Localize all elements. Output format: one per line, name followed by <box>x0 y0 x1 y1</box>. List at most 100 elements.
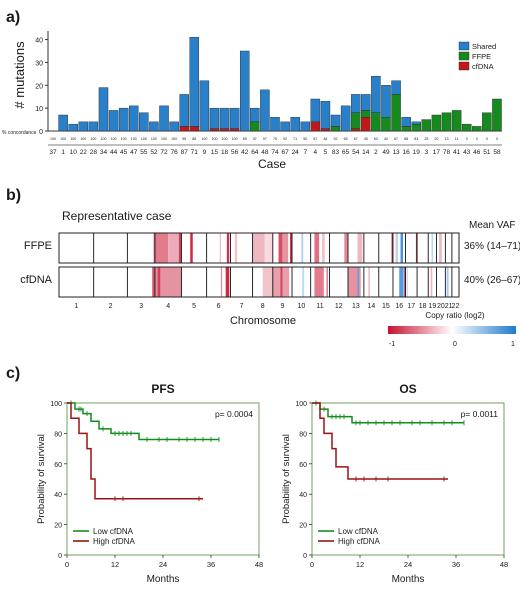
a-x-tick-label: 15 <box>211 149 219 156</box>
a-bar-ffpe-49 <box>381 117 391 132</box>
c-pfs-y-tick-label: 60 <box>54 462 62 469</box>
b-segment-ffpe <box>252 233 265 263</box>
c-pfs-curve-high-cfdna <box>67 402 203 500</box>
a-bar-ffpe-2 <box>371 112 381 132</box>
b-colorbar-min: -1 <box>389 341 395 348</box>
c-os-y-tick-label: 40 <box>299 492 307 499</box>
c-pfs-x-tick-label: 12 <box>111 560 119 569</box>
a-concordance-value: 100 <box>70 137 76 141</box>
a-x-tick-label: 41 <box>453 149 461 156</box>
c-pfs-pvalue: p= 0.0004 <box>215 409 253 419</box>
b-colorbar-gradient <box>388 326 516 334</box>
a-bar-ffpe-51 <box>482 112 492 132</box>
c-pfs-curve-low-cfdna <box>67 402 219 441</box>
a-bar-shared-24 <box>290 117 300 132</box>
b-chromosome-label: 17 <box>407 303 415 310</box>
a-x-tick-label: 5 <box>324 149 328 156</box>
a-bar-shared-64 <box>250 107 260 123</box>
c-pfs-title: PFS <box>151 382 174 396</box>
a-concordance-value: 89 <box>243 137 247 141</box>
a-bar-cfdna-4 <box>310 121 321 132</box>
a-bar-shared-2 <box>371 75 381 113</box>
a-x-tick-labels: 37 1 10 22 28 34 44 45 47 55 52 72 76 87 71 9 15 18 56 42 64… <box>49 149 501 156</box>
a-bar-shared-19 <box>411 121 421 125</box>
b-x-axis-label: Chromosome <box>230 315 296 327</box>
a-bar-ffpe-14 <box>361 110 371 118</box>
a-x-tick-label: 45 <box>120 149 128 156</box>
c-pfs-y-tick-label: 40 <box>54 492 62 499</box>
a-bar-shared-72 <box>159 105 169 132</box>
a-concordance-value: 100 <box>60 137 66 141</box>
c-os-x-axis-label: Months <box>392 574 425 585</box>
b-segment-cfdna <box>446 267 449 297</box>
a-bar-cfdna-71 <box>189 126 200 132</box>
b-track-border-ffpe <box>58 232 460 264</box>
a-legend-label-shared: Shared <box>472 42 496 51</box>
a-x-tick-label: 1 <box>61 149 65 156</box>
c-os-y-tick-label: 0 <box>303 553 307 560</box>
a-concordance-value: 97 <box>253 137 257 141</box>
panel-a-letter: a) <box>6 9 20 26</box>
a-bar-shared-74 <box>270 117 280 132</box>
b-segment-ffpe <box>226 233 230 263</box>
c-os-title: OS <box>399 382 416 396</box>
a-x-tick-label: 9 <box>203 149 207 156</box>
a-concordance-value: 20 <box>434 137 438 141</box>
a-x-tick-label: 10 <box>70 149 78 156</box>
a-bar-shared-7 <box>300 121 311 132</box>
a-concordance-value: 92 <box>334 137 338 141</box>
c-os-y-tick-label: 100 <box>295 401 307 408</box>
a-bar-shared-28 <box>88 121 99 132</box>
a-x-tick-label: 7 <box>303 149 307 156</box>
a-x-tick-label: 76 <box>170 149 178 156</box>
a-bar-shared-67 <box>280 121 290 132</box>
a-x-tick-label: 42 <box>241 149 249 156</box>
a-x-axis-label: Case <box>258 157 286 171</box>
b-segment-ffpe <box>357 233 363 263</box>
c-pfs-km-plot: PFS p= 0.0004 0 20 40 60 80 100 0 12 24 36 48 Months P… <box>36 382 263 585</box>
c-pfs-y-tick-label: 100 <box>50 401 62 408</box>
b-segment-ffpe <box>344 233 348 263</box>
b-segment-cfdna <box>404 267 406 297</box>
a-bar-shared-4 <box>310 98 321 123</box>
a-concordance-value: 45 <box>364 137 368 141</box>
a-bar-cfdna-54 <box>350 128 361 132</box>
a-concordance-value: 100 <box>161 137 167 141</box>
a-bar-cfdna-18 <box>219 128 230 132</box>
a-bar-ffpe-46 <box>472 126 482 132</box>
a-concordance-value: 100 <box>90 137 96 141</box>
a-bar-ffpe-43 <box>461 123 472 132</box>
b-mean-vaf-ffpe: 36% (14–71) <box>464 241 520 252</box>
c-pfs-y-axis-label: Probability of survival <box>36 434 47 524</box>
b-mean-vaf-header: Mean VAF <box>469 220 516 231</box>
b-segment-cfdna <box>368 267 370 297</box>
a-x-tick-label: 22 <box>80 149 88 156</box>
b-title: Representative case <box>62 209 172 223</box>
b-segment-ffpe <box>290 233 293 263</box>
a-x-tick-label: 87 <box>181 149 189 156</box>
a-bar-ffpe-13 <box>391 94 401 132</box>
a-concordance-value: 75 <box>273 137 277 141</box>
a-concordance-value: 13 <box>445 137 449 141</box>
a-x-tick-label: 74 <box>271 149 279 156</box>
a-bar-ffpe-83 <box>330 126 341 132</box>
a-concordance-value: 100 <box>141 137 147 141</box>
b-chromosome-label: 9 <box>280 303 284 310</box>
a-bar-shared-52 <box>149 121 159 132</box>
a-bar-shared-48 <box>260 89 270 132</box>
a-concordance-value: 100 <box>211 137 217 141</box>
a-bars <box>58 37 502 132</box>
a-x-tick-label: 34 <box>100 149 108 156</box>
a-concordance-value: 65 <box>344 137 348 141</box>
b-segment-ffpe <box>153 233 155 263</box>
b-segment-ffpe <box>154 233 169 263</box>
c-pfs-legend-label-low-cfdna: Low cfDNA <box>93 527 134 536</box>
a-concordance-value: 11 <box>455 137 459 141</box>
b-segment-ffpe <box>234 233 238 263</box>
a-bar-shared-18 <box>219 107 230 129</box>
b-segment-ffpe <box>178 233 182 263</box>
b-colorbar-max: 1 <box>511 341 515 348</box>
b-segment-ffpe <box>190 233 193 263</box>
a-bar-shared-54 <box>350 94 361 113</box>
a-x-tick-label: 48 <box>261 149 269 156</box>
